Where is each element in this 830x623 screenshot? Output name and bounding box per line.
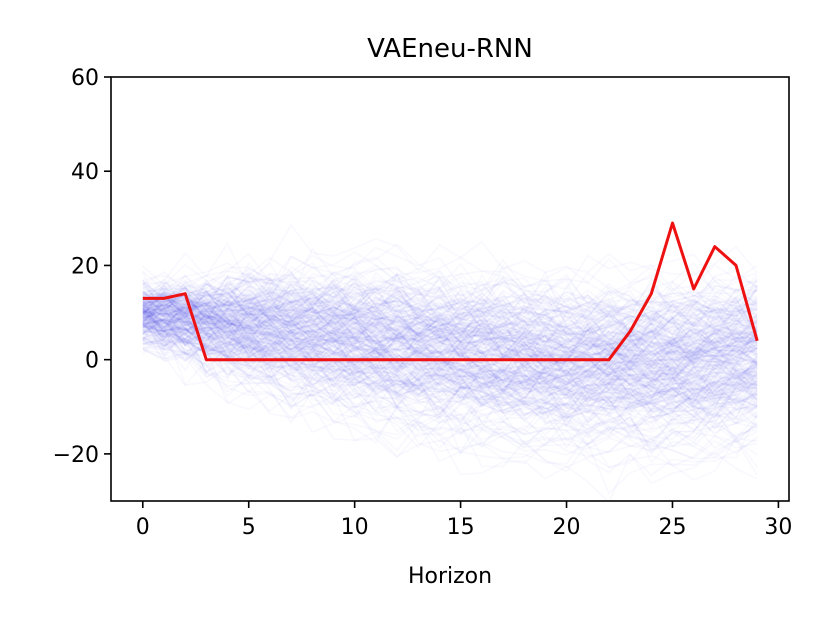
y-tick-label: 20 [71, 254, 99, 279]
x-tick-label: 25 [658, 515, 686, 540]
x-tick-label: 5 [242, 515, 256, 540]
axes: 0 5 10 15 20 25 30 −20 0 20 40 60 [53, 66, 793, 540]
target-line [142, 221, 759, 362]
x-tick-label: 15 [447, 515, 475, 540]
x-tick-label: 30 [764, 515, 792, 540]
y-tick-label: 0 [85, 349, 99, 374]
sample-paths [143, 225, 757, 502]
y-tick-label: −20 [53, 443, 99, 468]
y-tick-label: 40 [71, 160, 99, 185]
chart-title: VAEneu-RNN [367, 34, 533, 64]
x-tick-label: 0 [136, 515, 150, 540]
plot-frame [110, 76, 790, 502]
x-axis-label: Horizon [408, 564, 492, 589]
y-tick-label: 60 [71, 66, 99, 91]
x-tick-label: 20 [553, 515, 581, 540]
target-series [142, 221, 759, 362]
x-tick-label: 10 [341, 515, 369, 540]
